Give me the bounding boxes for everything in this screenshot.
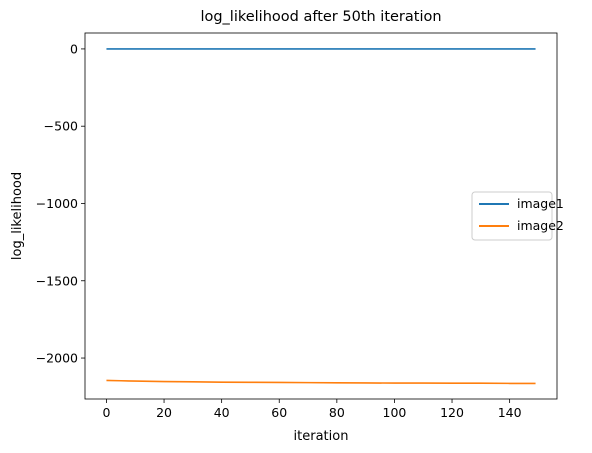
x-axis-label: iteration	[294, 429, 349, 444]
legend: image1 image2	[471, 191, 564, 241]
series-line-image2	[106, 379, 536, 385]
x-axis-ticks: 0 20 40 60 80 100 120 140	[102, 399, 522, 420]
y-axis-label: log_likelihood	[10, 172, 25, 260]
legend-label-image1: image1	[517, 196, 564, 211]
x-tick-label: 140	[498, 405, 522, 420]
chart-title: log_likelihood after 50th iteration	[200, 9, 441, 25]
y-tick-label: 0	[70, 41, 78, 56]
y-tick-label: −1500	[36, 273, 78, 288]
y-axis-ticks: 0 −500 −1000 −1500 −2000	[36, 41, 85, 366]
x-tick-label: 100	[383, 405, 407, 420]
x-tick-label: 0	[102, 405, 110, 420]
plot-series	[106, 48, 536, 385]
plot-frame	[84, 32, 558, 400]
y-tick-label: −2000	[36, 351, 78, 366]
x-tick-label: 20	[156, 405, 172, 420]
x-tick-label: 80	[329, 405, 345, 420]
legend-label-image2: image2	[517, 218, 564, 233]
x-tick-label: 60	[271, 405, 287, 420]
x-tick-label: 120	[440, 405, 464, 420]
y-tick-label: −500	[44, 119, 78, 134]
y-tick-label: −1000	[36, 196, 78, 211]
x-tick-label: 40	[214, 405, 230, 420]
